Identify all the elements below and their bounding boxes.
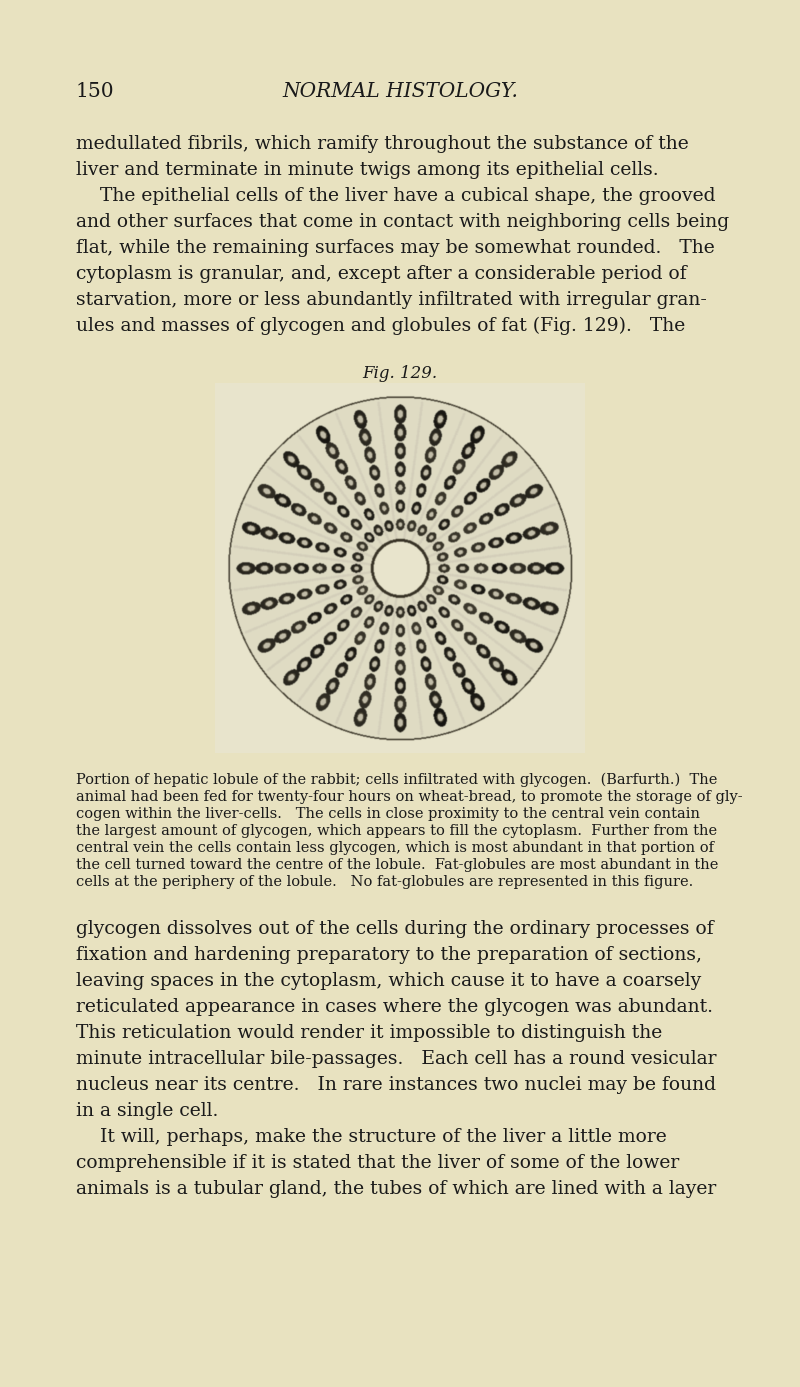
Text: ules and masses of glycogen and globules of fat (Fig. 129).   The: ules and masses of glycogen and globules…: [76, 318, 686, 336]
Text: nucleus near its centre.   In rare instances two nuclei may be found: nucleus near its centre. In rare instanc…: [76, 1076, 716, 1094]
Text: glycogen dissolves out of the cells during the ordinary processes of: glycogen dissolves out of the cells duri…: [76, 920, 714, 938]
Text: Portion of hepatic lobule of the rabbit; cells infiltrated with glycogen.  (Barf: Portion of hepatic lobule of the rabbit;…: [76, 773, 718, 788]
Text: in a single cell.: in a single cell.: [76, 1103, 218, 1119]
Text: This reticulation would render it impossible to distinguish the: This reticulation would render it imposs…: [76, 1024, 662, 1042]
Text: cells at the periphery of the lobule.   No fat-globules are represented in this : cells at the periphery of the lobule. No…: [76, 875, 694, 889]
Text: flat, while the remaining surfaces may be somewhat rounded.   The: flat, while the remaining surfaces may b…: [76, 239, 714, 257]
Text: cogen within the liver-cells.   The cells in close proximity to the central vein: cogen within the liver-cells. The cells …: [76, 807, 700, 821]
Text: medullated fibrils, which ramify throughout the substance of the: medullated fibrils, which ramify through…: [76, 135, 689, 153]
Text: minute intracellular bile-passages.   Each cell has a round vesicular: minute intracellular bile-passages. Each…: [76, 1050, 717, 1068]
Text: the largest amount of glycogen, which appears to fill the cytoplasm.  Further fr: the largest amount of glycogen, which ap…: [76, 824, 717, 838]
Text: leaving spaces in the cytoplasm, which cause it to have a coarsely: leaving spaces in the cytoplasm, which c…: [76, 972, 702, 990]
Text: fixation and hardening preparatory to the preparation of sections,: fixation and hardening preparatory to th…: [76, 946, 702, 964]
Text: It will, perhaps, make the structure of the liver a little more: It will, perhaps, make the structure of …: [76, 1128, 666, 1146]
Text: NORMAL HISTOLOGY.: NORMAL HISTOLOGY.: [282, 82, 518, 101]
Text: central vein the cells contain less glycogen, which is most abundant in that por: central vein the cells contain less glyc…: [76, 841, 714, 854]
Text: cytoplasm is granular, and, except after a considerable period of: cytoplasm is granular, and, except after…: [76, 265, 686, 283]
Text: animals is a tubular gland, the tubes of which are lined with a layer: animals is a tubular gland, the tubes of…: [76, 1180, 716, 1198]
Text: 150: 150: [76, 82, 114, 101]
Text: liver and terminate in minute twigs among its epithelial cells.: liver and terminate in minute twigs amon…: [76, 161, 658, 179]
Text: animal had been fed for twenty-four hours on wheat-bread, to promote the storage: animal had been fed for twenty-four hour…: [76, 791, 742, 804]
Text: the cell turned toward the centre of the lobule.  Fat-globules are most abundant: the cell turned toward the centre of the…: [76, 859, 718, 872]
Text: comprehensible if it is stated that the liver of some of the lower: comprehensible if it is stated that the …: [76, 1154, 679, 1172]
Text: and other surfaces that come in contact with neighboring cells being: and other surfaces that come in contact …: [76, 214, 729, 232]
Text: starvation, more or less abundantly infiltrated with irregular gran-: starvation, more or less abundantly infi…: [76, 291, 707, 309]
Text: Fig. 129.: Fig. 129.: [362, 365, 438, 381]
Text: reticulated appearance in cases where the glycogen was abundant.: reticulated appearance in cases where th…: [76, 999, 713, 1017]
Text: The epithelial cells of the liver have a cubical shape, the grooved: The epithelial cells of the liver have a…: [76, 187, 715, 205]
